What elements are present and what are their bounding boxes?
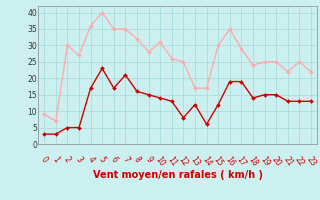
- X-axis label: Vent moyen/en rafales ( km/h ): Vent moyen/en rafales ( km/h ): [92, 170, 263, 180]
